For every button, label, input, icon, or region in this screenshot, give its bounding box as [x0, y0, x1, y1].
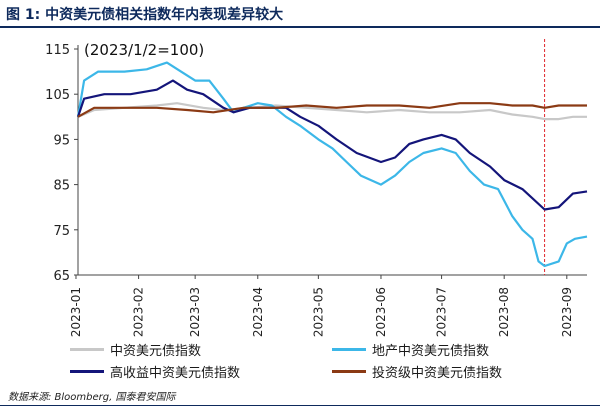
y-tick-label: 85	[53, 179, 70, 194]
series-line	[77, 102, 587, 121]
legend-item: 地产中资美元债指数	[332, 340, 489, 359]
legend-label: 中资美元债指数	[110, 344, 202, 359]
y-tick-label: 115	[45, 43, 70, 58]
series-line	[76, 61, 588, 268]
x-tick-label: 2023-01	[69, 287, 83, 337]
y-tick-label: 95	[53, 133, 70, 148]
x-tick-label: 2023-04	[251, 287, 265, 337]
legend-item: 中资美元债指数	[70, 340, 201, 359]
y-tick-label: 65	[53, 269, 70, 284]
legend-label: 高收益中资美元债指数	[110, 366, 241, 381]
x-tick-label: 2023-09	[560, 287, 574, 337]
legend-label: 地产中资美元债指数	[372, 344, 490, 359]
x-tick-label: 2023-07	[435, 287, 449, 337]
legend-item: 投资级中资美元债指数	[332, 362, 502, 381]
x-tick-label: 2023-03	[188, 287, 202, 337]
x-tick-label: 2023-02	[132, 287, 146, 337]
bottom-rule	[0, 405, 600, 406]
figure-title: 图 1: 中资美元债相关指数年内表现差异较大	[6, 7, 284, 23]
line-chart: 65 75 85 95 105 115 2023-01 2023-02 2023-03 2023-…	[45, 39, 588, 337]
legend-swatch	[332, 370, 366, 373]
chart-annotation: (2023/1/2=100)	[84, 41, 204, 59]
series-line	[77, 102, 587, 118]
chart-axes: 65 75 85 95 105 115 2023-01 2023-02 2023-03 2023-…	[45, 43, 587, 337]
legend-label: 投资级中资美元债指数	[372, 366, 503, 381]
x-tick-label: 2023-08	[497, 287, 511, 337]
x-tick-label: 2023-05	[311, 287, 325, 337]
legend-swatch	[70, 348, 104, 351]
y-tick-label: 75	[53, 224, 70, 239]
chart-series	[76, 39, 588, 275]
series-line	[76, 79, 588, 211]
legend-item: 高收益中资美元债指数	[70, 362, 240, 381]
title-rule	[0, 26, 600, 28]
legend-swatch	[70, 370, 104, 373]
y-tick-label: 105	[45, 88, 70, 103]
legend-swatch	[332, 348, 366, 351]
x-tick-label: 2023-06	[374, 287, 388, 337]
source-note: 数据来源: Bloomberg, 国泰君安国际	[8, 392, 176, 403]
